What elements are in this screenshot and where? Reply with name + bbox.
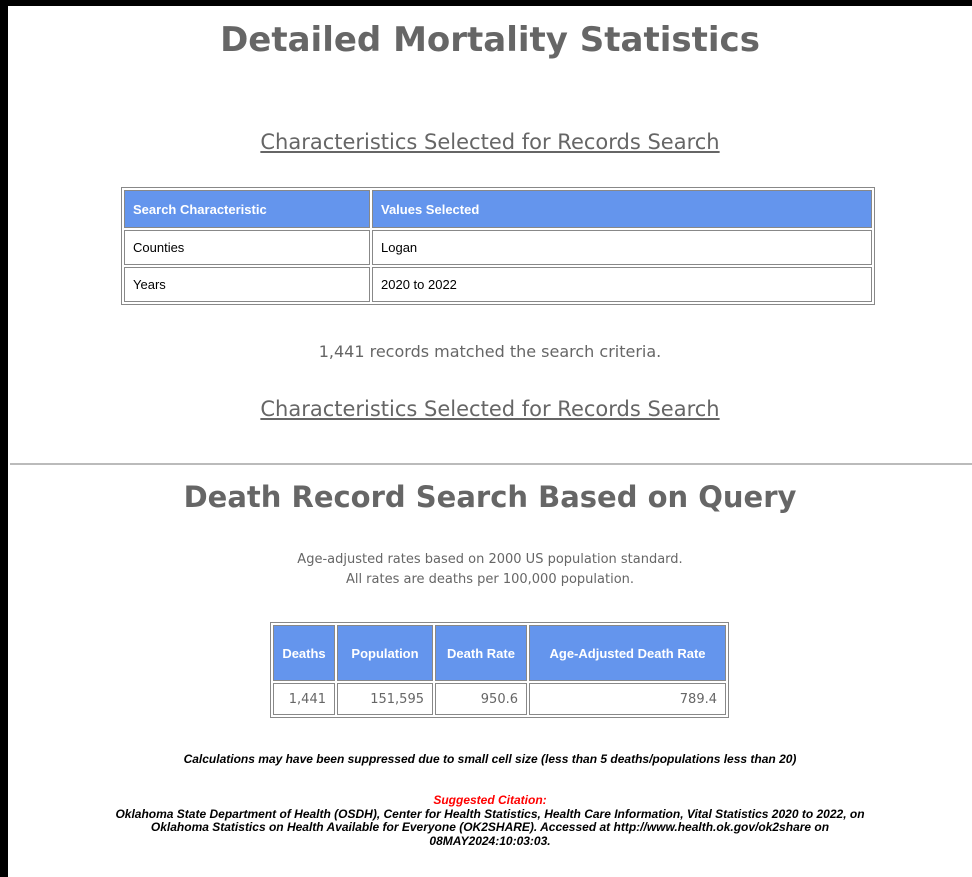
citation-label: Suggested Citation: [433,793,547,807]
results-table: Deaths Population Death Rate Age-Adjuste… [270,622,729,718]
cell: Counties [124,230,370,265]
column-header: Age-Adjusted Death Rate [529,625,726,681]
characteristics-link[interactable]: Characteristics Selected for Records Sea… [260,130,720,154]
match-message: 1,441 records matched the search criteri… [318,342,662,361]
cell: 950.6 [435,683,527,715]
cell: Logan [372,230,872,265]
note: Age-adjusted rates based on 2000 US popu… [297,552,683,567]
column-header: Population [337,625,433,681]
cell: 2020 to 2022 [372,267,872,302]
page-title: Detailed Mortality Statistics [220,20,760,60]
section-title: Death Record Search Based on Query [183,480,797,514]
note: All rates are deaths per 100,000 populat… [345,572,635,587]
citation-line: Oklahoma State Department of Health (OSD… [115,807,865,821]
column-header: Deaths [273,625,335,681]
characteristics-link[interactable]: Characteristics Selected for Records Sea… [260,397,720,421]
cell: 151,595 [337,683,433,715]
column-header: Values Selected [372,190,872,228]
cell: Years [124,267,370,302]
citation-line: Oklahoma Statistics on Health Available … [150,820,830,834]
suppression-note: Calculations may have been suppressed du… [183,752,797,766]
column-header: Search Characteristic [124,190,370,228]
divider [10,463,972,465]
cell: 1,441 [273,683,335,715]
criteria-table: Search Characteristic Values Selected Cou… [121,187,875,305]
cell: 789.4 [529,683,726,715]
citation-line: 08MAY2024:10:03:03. [429,834,551,848]
column-header: Death Rate [435,625,527,681]
